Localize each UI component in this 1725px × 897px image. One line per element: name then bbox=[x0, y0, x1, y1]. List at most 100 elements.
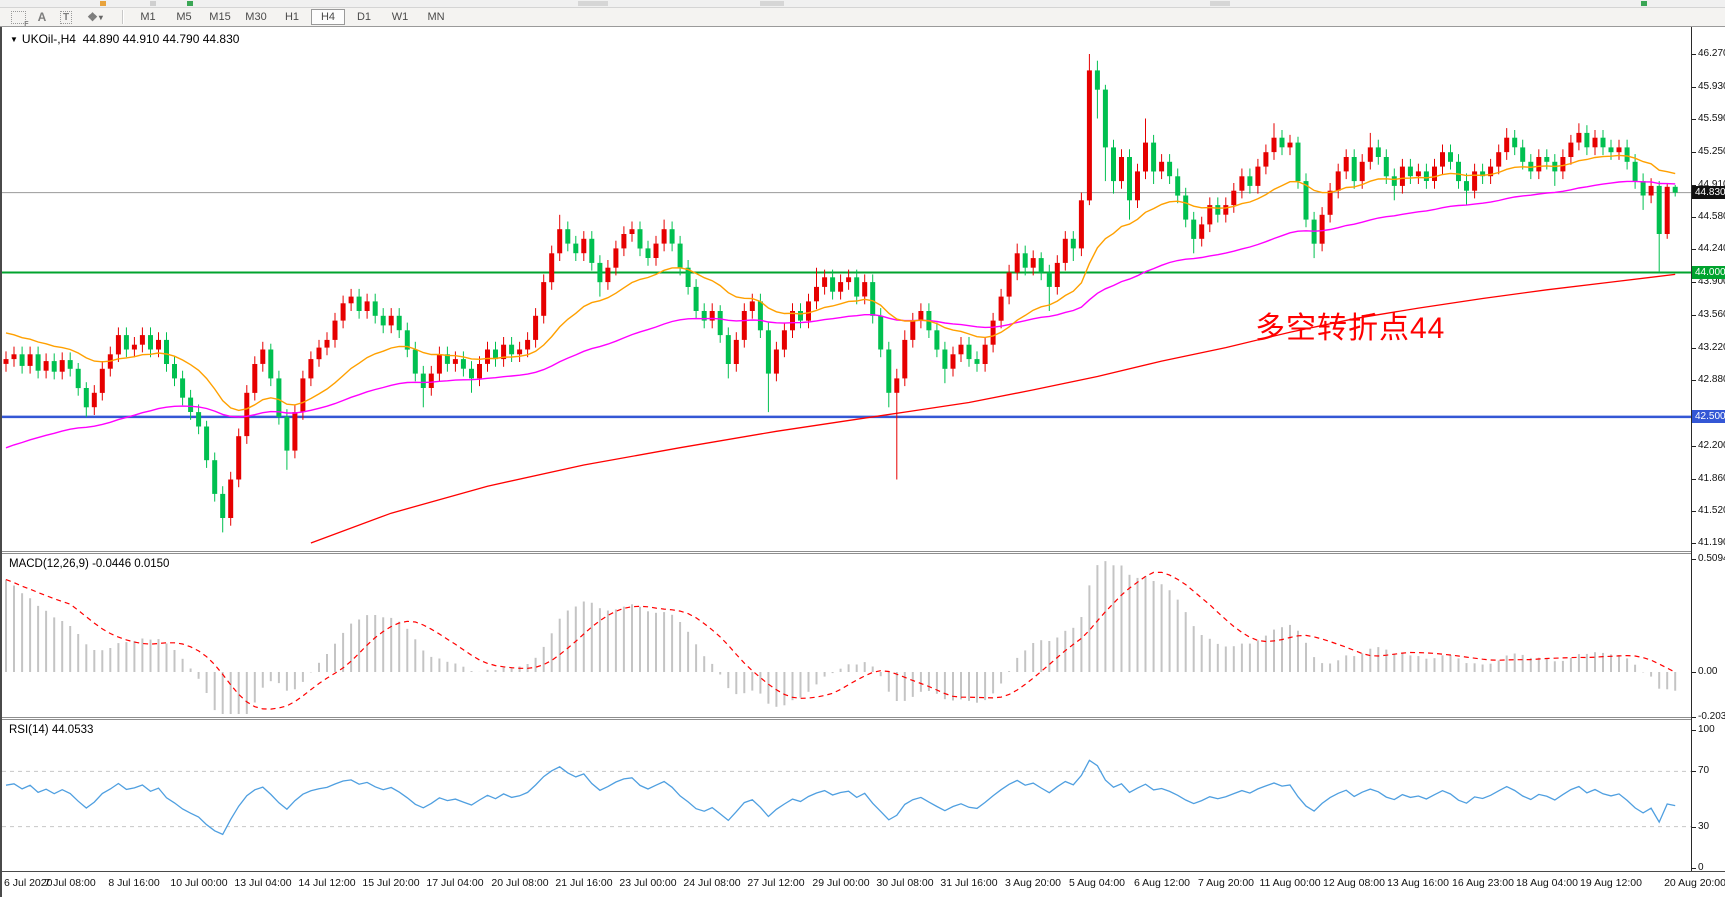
price-badge-44.830: 44.830 bbox=[1692, 186, 1725, 199]
timeframe-button-d1[interactable]: D1 bbox=[356, 11, 372, 23]
time-axis-label: 8 Jul 16:00 bbox=[108, 877, 160, 889]
axis-tick-label: 44.240 bbox=[1698, 243, 1725, 254]
arrows-tool-button[interactable]: ❖ ▾ bbox=[78, 9, 112, 25]
chevron-down-icon[interactable]: ▾ bbox=[98, 12, 103, 22]
rsi-canvas[interactable] bbox=[2, 720, 1691, 871]
axis-tick-label: 41.860 bbox=[1698, 473, 1725, 484]
axis-tick-label: 0.5094 bbox=[1698, 553, 1725, 564]
axis-tick bbox=[1692, 380, 1696, 381]
macd-label: MACD(12,26,9) -0.0446 0.0150 bbox=[9, 558, 170, 570]
axis-tick bbox=[1692, 827, 1696, 828]
time-axis-label: 3 Aug 20:00 bbox=[1004, 877, 1062, 889]
text-label-tool-button[interactable]: T bbox=[54, 9, 78, 25]
time-axis-label: 16 Aug 23:00 bbox=[1452, 877, 1514, 889]
timeframe-buttons: M1 M5 M15 M30 H1 H4 D1 W1 MN bbox=[130, 9, 454, 25]
toolbar-fragment bbox=[1210, 1, 1230, 6]
timeframe-button-h1[interactable]: H1 bbox=[284, 11, 300, 23]
time-axis-label: 6 Aug 12:00 bbox=[1133, 877, 1191, 889]
time-axis-label: 7 Jul 08:00 bbox=[44, 877, 96, 889]
axis-tick bbox=[1692, 543, 1696, 544]
timeframe-button-m1[interactable]: M1 bbox=[140, 11, 156, 23]
price-chart-panel: ▼ UKOil-,H4 44.890 44.910 44.790 44.830 多… bbox=[2, 27, 1691, 551]
symbol-dropdown-icon[interactable]: ▼ bbox=[10, 35, 18, 44]
rsi-label: RSI(14) 44.0533 bbox=[9, 724, 94, 736]
time-axis-label: 29 Jul 00:00 bbox=[812, 877, 870, 889]
time-axis-label: 17 Jul 04:00 bbox=[426, 877, 484, 889]
toolbar-fragment bbox=[1641, 1, 1647, 6]
time-axis-label: 20 Aug 20:00 bbox=[1664, 877, 1725, 889]
axis-tick bbox=[1692, 217, 1696, 218]
timeframe-button-h4[interactable]: H4 bbox=[311, 9, 345, 25]
toolbar-fragment bbox=[100, 1, 106, 6]
axis-tick bbox=[1692, 119, 1696, 120]
time-axis-label: 20 Jul 08:00 bbox=[491, 877, 549, 889]
axis-tick-label: 42.880 bbox=[1698, 374, 1725, 385]
timeframe-button-mn[interactable]: MN bbox=[427, 11, 445, 23]
axis-tick-label: 45.250 bbox=[1698, 146, 1725, 157]
time-axis-label: 15 Jul 20:00 bbox=[362, 877, 420, 889]
time-axis-label: 11 Aug 00:00 bbox=[1259, 877, 1321, 889]
chart-symbol: UKOil-,H4 bbox=[21, 32, 76, 46]
text-icon: A bbox=[37, 10, 47, 24]
axis-tick-label: 30 bbox=[1698, 821, 1710, 832]
axis-tick bbox=[1692, 315, 1696, 316]
axis-tick-label: 45.590 bbox=[1698, 113, 1725, 124]
fibonacci-tool-button[interactable]: F bbox=[6, 9, 30, 28]
time-axis-label: 23 Jul 00:00 bbox=[619, 877, 677, 889]
axis-tick-label: 45.930 bbox=[1698, 81, 1725, 92]
axis-tick-label: 41.520 bbox=[1698, 505, 1725, 516]
time-axis-label: 19 Aug 12:00 bbox=[1580, 877, 1642, 889]
axis-tick bbox=[1692, 282, 1696, 283]
time-axis-label: 14 Jul 12:00 bbox=[298, 877, 356, 889]
price-badge-44.000: 44.000 bbox=[1692, 266, 1725, 279]
axis-tick bbox=[1692, 348, 1696, 349]
axis-tick bbox=[1692, 511, 1696, 512]
time-axis-label: 6 Jul 2020 bbox=[4, 877, 53, 889]
annotation-text: 多空转折点44 bbox=[1255, 312, 1446, 345]
axis-tick-label: 43.560 bbox=[1698, 309, 1725, 320]
toolbar: F A T ❖ ▾ M1 M5 M15 M30 H1 H4 D1 W1 MN bbox=[0, 8, 1725, 28]
axis-tick bbox=[1692, 868, 1696, 869]
arrows-icon: ❖ bbox=[87, 10, 98, 24]
axis-tick-label: 70 bbox=[1698, 765, 1710, 776]
time-axis-label: 13 Aug 16:00 bbox=[1387, 877, 1449, 889]
axis-tick bbox=[1692, 559, 1696, 560]
axis-tick bbox=[1692, 479, 1696, 480]
axis-tick-label: 100 bbox=[1698, 724, 1715, 735]
axis-tick bbox=[1692, 152, 1696, 153]
timeframe-button-m5[interactable]: M5 bbox=[176, 11, 192, 23]
time-axis-label: 27 Jul 12:00 bbox=[747, 877, 805, 889]
axis-tick bbox=[1692, 87, 1696, 88]
chart-title: ▼ UKOil-,H4 44.890 44.910 44.790 44.830 bbox=[10, 32, 239, 46]
panel-separator[interactable] bbox=[2, 551, 1725, 554]
axis-tick bbox=[1692, 54, 1696, 55]
time-axis-label: 21 Jul 16:00 bbox=[555, 877, 613, 889]
time-axis-label: 18 Aug 04:00 bbox=[1516, 877, 1578, 889]
main-chart-canvas[interactable] bbox=[2, 27, 1691, 551]
macd-canvas[interactable] bbox=[2, 554, 1691, 717]
timeframe-button-m15[interactable]: M15 bbox=[209, 11, 231, 23]
axis-tick-label: 46.270 bbox=[1698, 48, 1725, 59]
axis-tick bbox=[1692, 771, 1696, 772]
timeframe-button-m30[interactable]: M30 bbox=[245, 11, 267, 23]
panel-separator[interactable] bbox=[2, 717, 1725, 720]
timeframe-button-w1[interactable]: W1 bbox=[391, 11, 409, 23]
toolbar-fragment bbox=[150, 1, 156, 6]
price-scale[interactable]: 46.270 45.930 45.590 45.250 44.910 44.580 44.2… bbox=[1692, 27, 1725, 873]
toolbar-fragment bbox=[187, 1, 193, 6]
price-axis-line bbox=[1691, 27, 1692, 871]
toolbar-separator bbox=[122, 10, 124, 24]
rsi-panel: RSI(14) 44.0533 bbox=[2, 720, 1691, 871]
time-axis-label: 30 Jul 08:00 bbox=[876, 877, 934, 889]
axis-tick bbox=[1692, 249, 1696, 250]
axis-tick-label: 43.220 bbox=[1698, 342, 1725, 353]
time-axis-label: 5 Aug 04:00 bbox=[1068, 877, 1126, 889]
toolbar-fragment bbox=[578, 1, 608, 6]
time-axis[interactable]: 6 Jul 2020 7 Jul 08:00 8 Jul 16:00 10 Jul 0… bbox=[2, 871, 1725, 897]
window-top-strip bbox=[0, 0, 1725, 8]
axis-tick-label: -0.2032 bbox=[1698, 711, 1725, 722]
text-tool-button[interactable]: A bbox=[30, 9, 54, 25]
axis-tick-label: 0.00 bbox=[1698, 666, 1718, 677]
axis-tick bbox=[1692, 185, 1696, 186]
time-axis-label: 13 Jul 04:00 bbox=[234, 877, 292, 889]
